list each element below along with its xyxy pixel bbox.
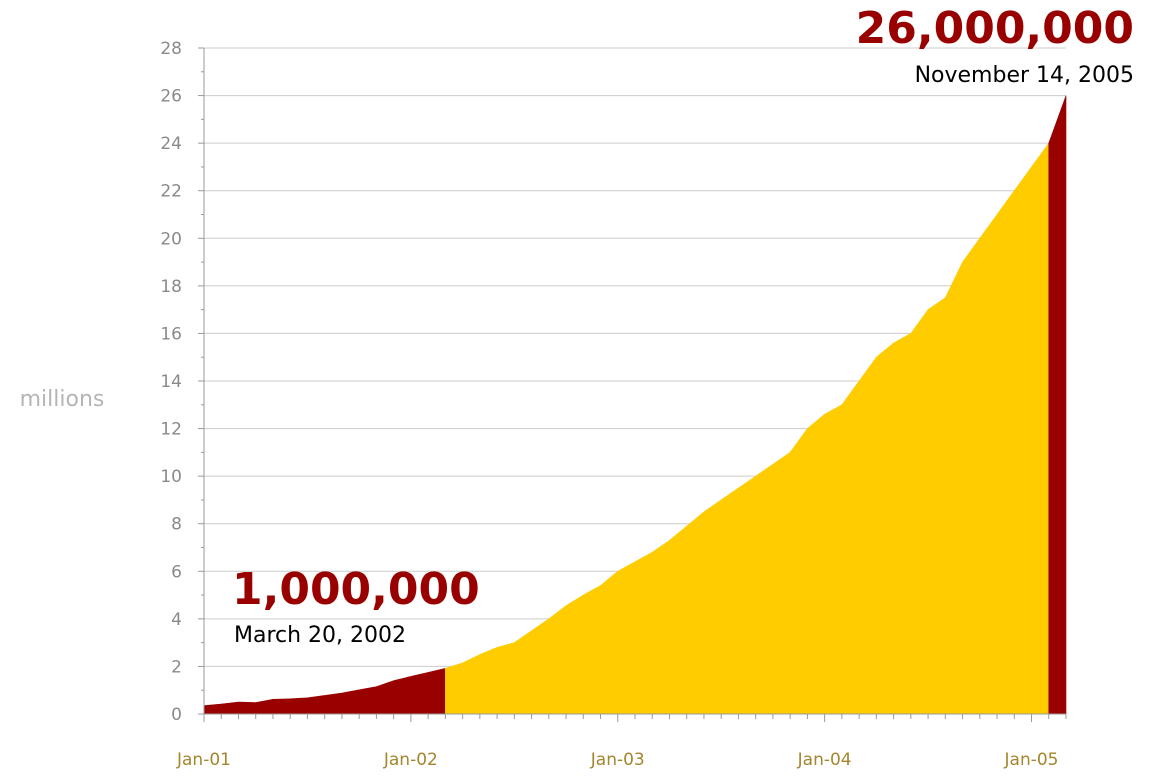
y-tick-label-0: 0 — [171, 705, 182, 725]
y-tick-label-22: 22 — [160, 182, 182, 202]
annotation-last: 26,000,000 November 14, 2005 — [856, 3, 1134, 88]
y-tick-label-8: 8 — [171, 515, 182, 535]
y-tick-label-4: 4 — [171, 610, 182, 630]
y-tick-label-10: 10 — [160, 467, 182, 487]
x-tick-labels: Jan-01 Jan-02 Jan-03 Jan-04 Jan-05 — [176, 750, 1059, 770]
area-segment-0 — [203, 667, 446, 715]
y-axis-label: millions — [20, 387, 105, 412]
y-tick-label-26: 26 — [160, 87, 182, 107]
y-tick-label-20: 20 — [160, 229, 182, 249]
annotation-first-date: March 20, 2002 — [234, 623, 406, 648]
annotation-last-date: November 14, 2005 — [915, 63, 1134, 88]
area-segment-2 — [1048, 95, 1067, 715]
y-tick-label-14: 14 — [160, 372, 182, 392]
y-tick-label-24: 24 — [160, 134, 182, 154]
y-tick-label-16: 16 — [160, 324, 182, 344]
x-tick-label-jan-02: Jan-02 — [383, 750, 438, 770]
x-tick-label-jan-05: Jan-05 — [1004, 750, 1059, 770]
x-tick-label-jan-01: Jan-01 — [176, 750, 231, 770]
axes — [198, 47, 1067, 722]
annotation-last-value: 26,000,000 — [856, 3, 1134, 54]
y-tick-label-6: 6 — [171, 562, 182, 582]
x-tick-label-jan-04: Jan-04 — [797, 750, 852, 770]
y-tick-label-12: 12 — [160, 420, 182, 440]
y-tick-label-2: 2 — [171, 657, 182, 677]
gridlines — [204, 47, 1066, 667]
area-series — [203, 95, 1067, 715]
annotation-first-value: 1,000,000 — [232, 564, 480, 615]
x-tick-label-jan-03: Jan-03 — [590, 750, 645, 770]
area-segment-1 — [445, 142, 1050, 715]
y-tick-label-18: 18 — [160, 277, 182, 297]
annotation-first: 1,000,000 March 20, 2002 — [232, 564, 480, 648]
y-tick-label-28: 28 — [160, 39, 182, 59]
